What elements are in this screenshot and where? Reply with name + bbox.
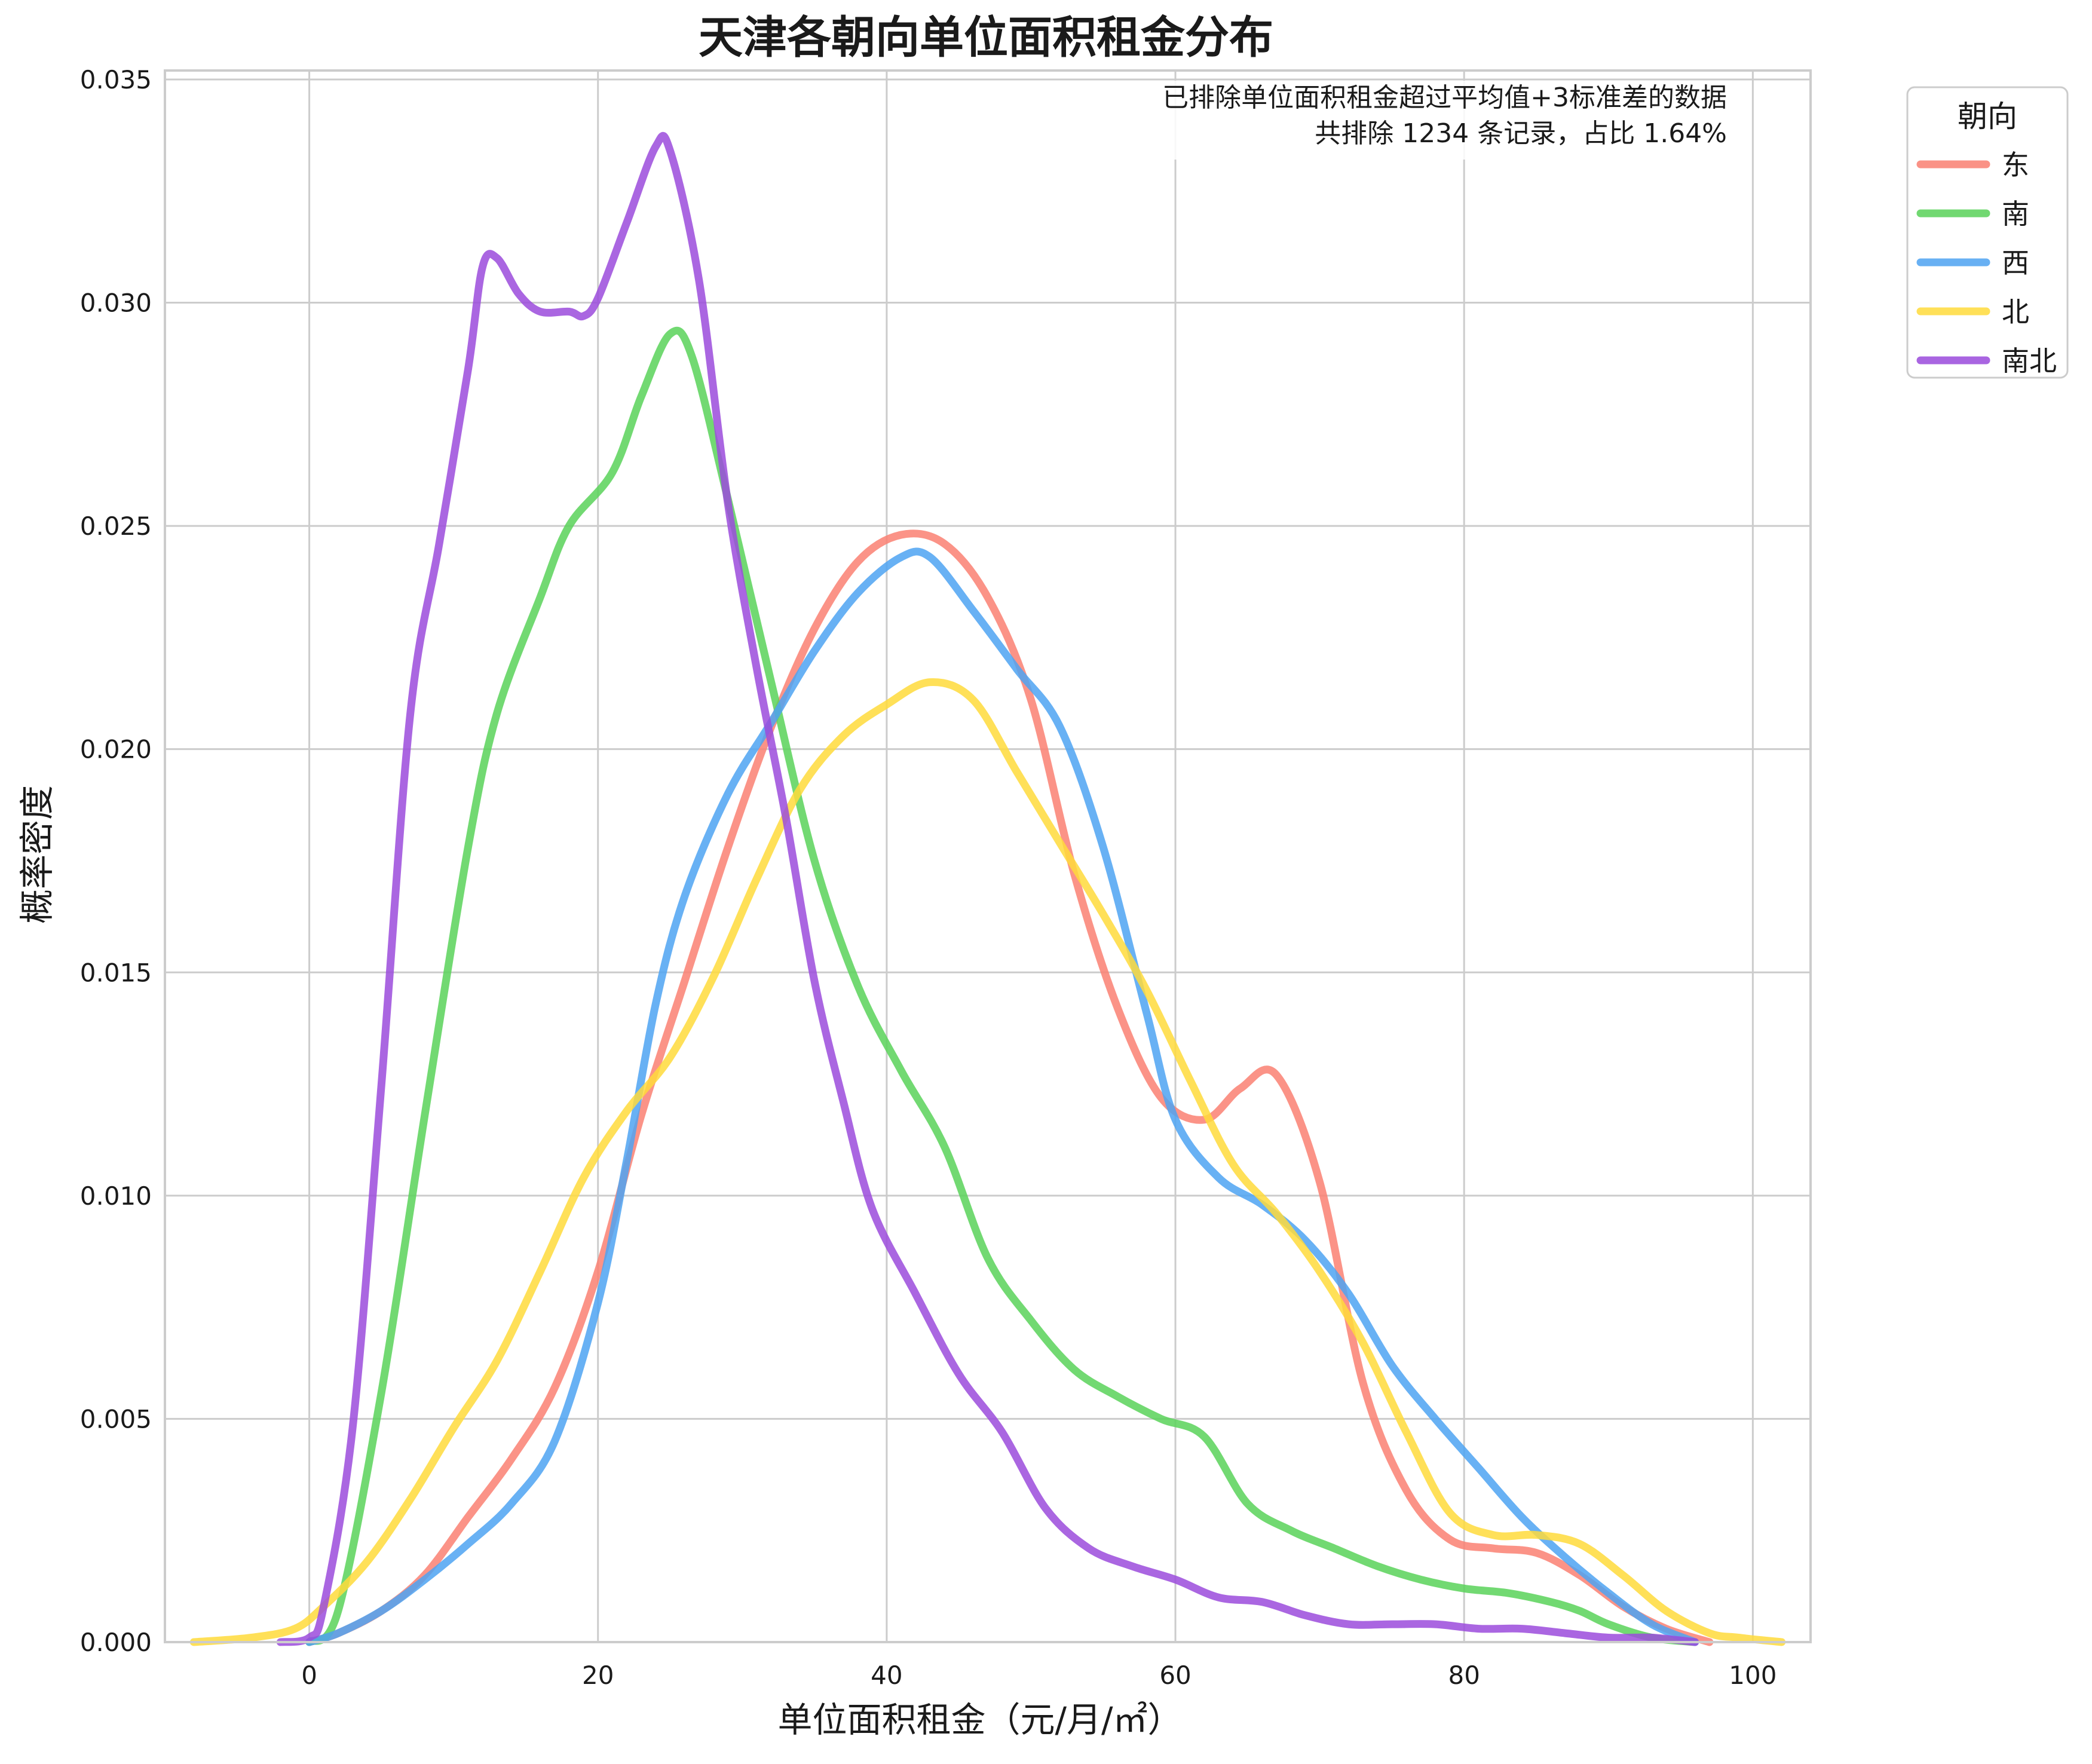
y-tick-label: 0.025 — [80, 512, 152, 541]
series-line-1 — [305, 326, 1699, 1646]
x-tick-label: 80 — [1448, 1661, 1480, 1690]
legend-label: 东 — [2002, 149, 2029, 181]
annotation-line-2: 共排除 1234 条记录，占比 1.64% — [1315, 118, 1727, 149]
y-tick-label: 0.030 — [80, 289, 152, 318]
series-line-3 — [189, 678, 1786, 1646]
x-tick-label: 0 — [301, 1661, 317, 1690]
x-tick-label: 60 — [1159, 1661, 1191, 1690]
legend-frame — [1906, 86, 2069, 379]
x-tick-label: 20 — [582, 1661, 614, 1690]
series-line-0 — [305, 529, 1714, 1646]
legend-entry-2: 西 — [1916, 247, 2029, 279]
legend-label: 南 — [2002, 198, 2029, 230]
x-axis-label: 单位面积租金（元/月/㎡） — [777, 1699, 1182, 1740]
legend-label: 西 — [2002, 247, 2029, 279]
series-line-4 — [276, 131, 1699, 1646]
y-tick-label: 0.000 — [80, 1628, 152, 1657]
x-tick-label: 100 — [1729, 1661, 1776, 1690]
legend-entry-1: 南 — [1916, 198, 2029, 230]
y-tick-label: 0.010 — [80, 1181, 152, 1211]
annotation-box: 已排除单位面积租金超过平均值+3标准差的数据 共排除 1234 条记录，占比 1… — [1094, 81, 1733, 160]
y-axis-label: 概率密度 — [17, 785, 57, 924]
legend-entry-3: 北 — [1916, 296, 2029, 328]
x-tick-label: 40 — [871, 1661, 902, 1690]
legend-title: 朝向 — [1958, 99, 2017, 134]
legend-label: 北 — [2002, 296, 2029, 328]
legend-entry-0: 东 — [1916, 149, 2029, 181]
legend-entry-4: 南北 — [1916, 345, 2057, 377]
y-tick-label: 0.020 — [80, 735, 152, 764]
chart-title: 天津各朝向单位面积租金分布 — [699, 12, 1273, 63]
plot-frame — [164, 69, 1812, 1643]
series-lines — [189, 131, 1786, 1646]
series-line-2 — [305, 547, 1699, 1646]
axis-ticks: 0 20 40 60 80 100 0.000 0.005 0.010 0.015 0.020 0.0… — [80, 65, 1777, 1690]
annotation-line-1: 已排除单位面积租金超过平均值+3标准差的数据 — [1162, 82, 1727, 113]
y-tick-label: 0.015 — [80, 958, 152, 987]
legend-label: 南北 — [2002, 345, 2057, 377]
y-tick-label: 0.035 — [80, 65, 152, 94]
y-tick-label: 0.005 — [80, 1404, 152, 1434]
annotation-background — [1094, 81, 1733, 160]
